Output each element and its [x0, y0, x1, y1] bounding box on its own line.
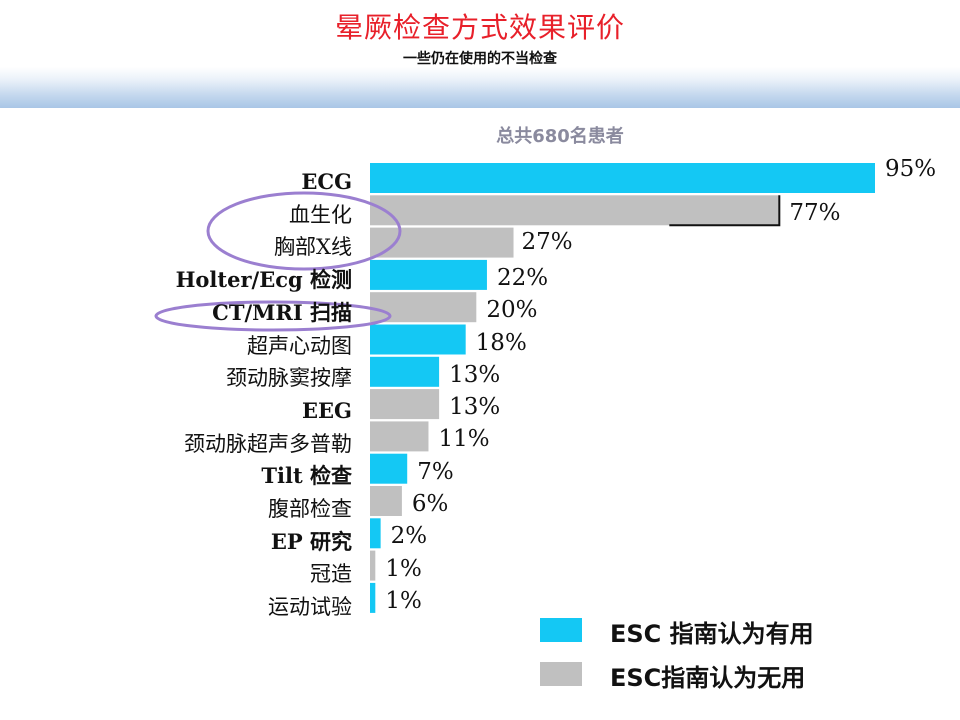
category-label: CT/MRI 扫描 [212, 299, 352, 325]
page-subtitle: 一些仍在使用的不当检查 [403, 51, 557, 67]
highlight-ellipse-blood-chest [206, 191, 402, 271]
bar-value-label: 27% [521, 228, 573, 255]
bar-13 [370, 582, 376, 613]
category-label: 颈动脉超声多普勒 [184, 431, 352, 456]
legend-swatch [540, 618, 582, 642]
bar-value-label: 1% [385, 555, 422, 582]
legend-label: ESC指南认为无用 [610, 664, 806, 692]
bar-3 [370, 259, 487, 290]
category-label: 血生化 [289, 202, 352, 227]
bar-value-label: 95% [885, 156, 937, 182]
category-label: EP 研究 [270, 528, 352, 554]
bar-value-label: 77% [789, 200, 841, 227]
category-label: 颈动脉窦按摩 [226, 366, 352, 391]
bar-5 [370, 324, 466, 355]
bar-value-label: 2% [390, 523, 428, 550]
category-label: 超声心动图 [247, 333, 352, 358]
bar-11 [370, 518, 381, 549]
bar-12 [370, 550, 376, 581]
page-title: 晕厥检查方式效果评价 [334, 11, 625, 44]
bar-10 [370, 486, 402, 516]
category-label: 胸部X线 [274, 235, 352, 260]
bar-outline [669, 195, 781, 227]
category-label: Tilt 检查 [261, 463, 352, 489]
bar-value-label: 6% [411, 491, 449, 517]
category-label: 运动试验 [268, 595, 352, 620]
bar-1 [370, 195, 780, 226]
bar-value-label: 18% [475, 329, 527, 356]
bar-9 [370, 453, 408, 484]
category-label: Holter/Ecg 检测 [175, 267, 352, 293]
bar-value-label: 22% [496, 264, 549, 291]
bar-value-label: 11% [438, 426, 490, 453]
slide-header [0, 0, 960, 108]
category-label: EEG [302, 397, 352, 423]
highlight-ellipse-ct-mri [154, 300, 392, 332]
bar-6 [370, 356, 440, 387]
bar-value-label: 7% [417, 458, 454, 485]
bar-8 [370, 421, 429, 452]
legend-swatch [540, 662, 582, 686]
bar-7 [370, 389, 440, 420]
bar-value-label: 13% [449, 361, 501, 388]
bar-value-label: 13% [449, 394, 501, 421]
bar-4 [370, 292, 477, 323]
bar-2 [370, 227, 514, 258]
category-label: ECG [301, 169, 352, 194]
category-label: 腹部检查 [268, 497, 352, 521]
bar-value-label: 1% [385, 587, 422, 614]
bar-0 [370, 163, 875, 193]
bar-value-label: 20% [486, 297, 538, 324]
legend-label: ESC 指南认为有用 [610, 620, 814, 648]
category-label: 冠造 [310, 562, 352, 587]
patient-count-note: 总共680名患者 [496, 126, 624, 147]
